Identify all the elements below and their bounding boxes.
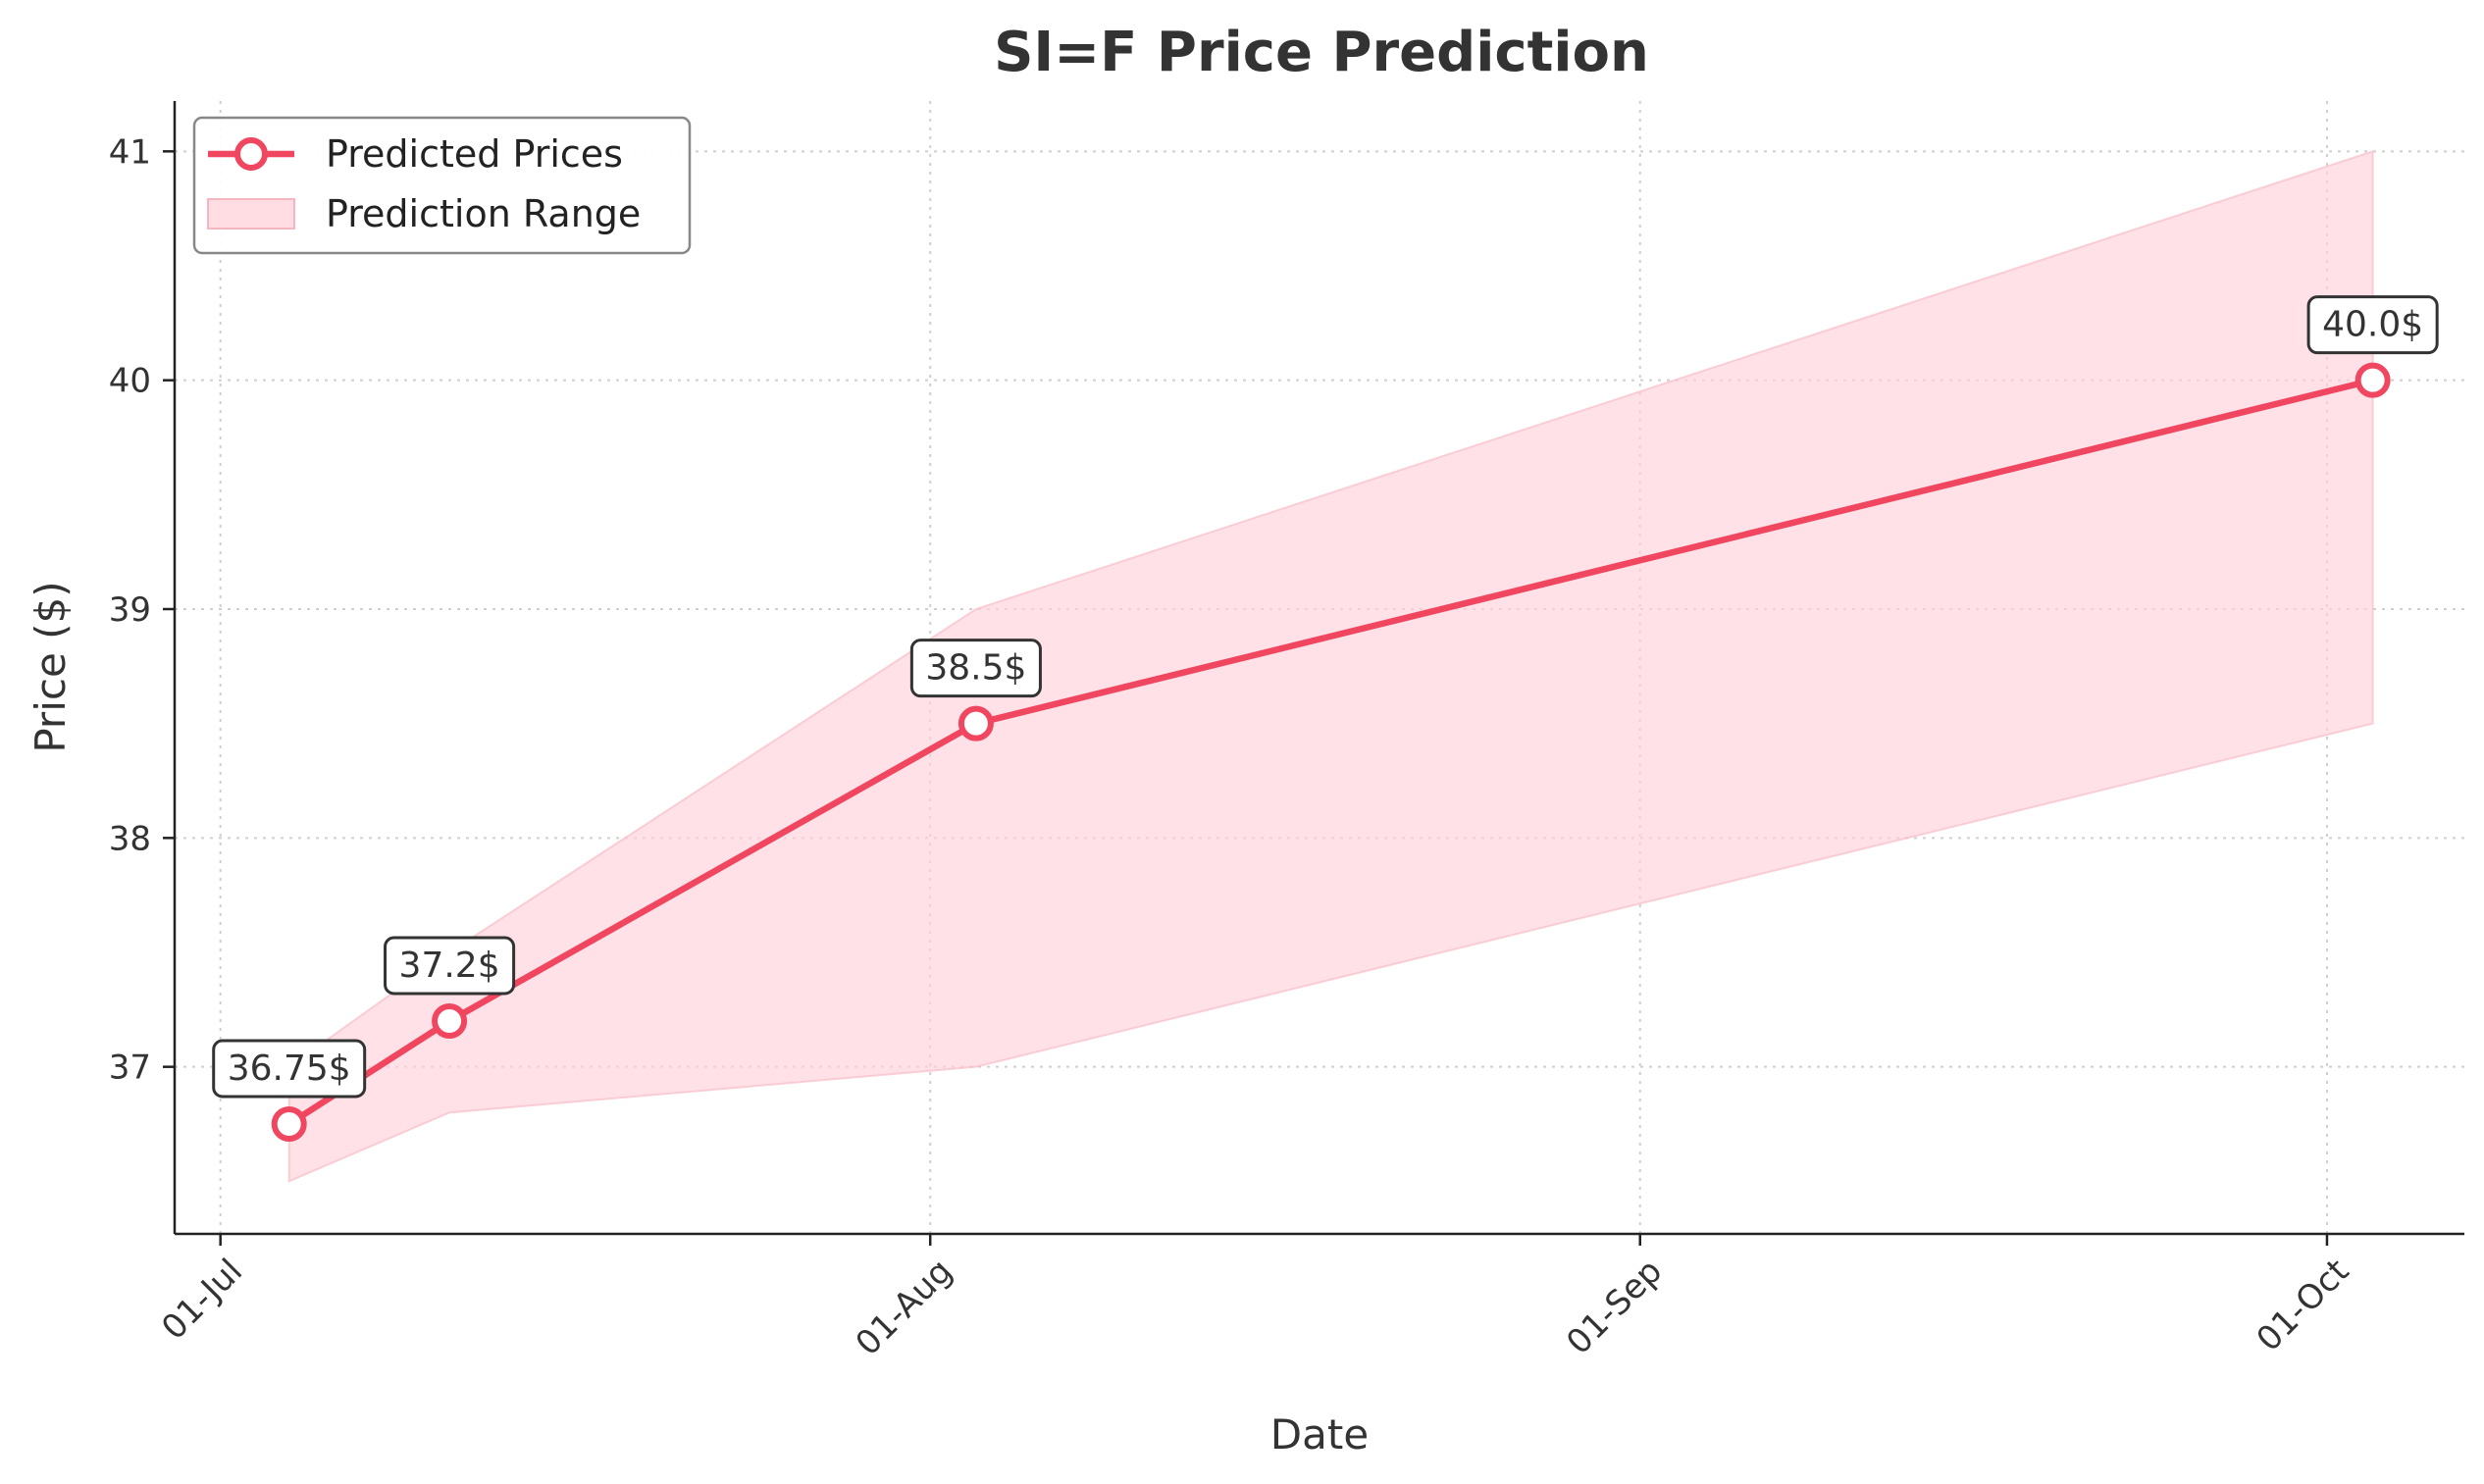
legend: Predicted Prices Prediction Range (192, 116, 692, 255)
chart-title: SI=F Price Prediction (994, 21, 1649, 84)
y-axis-label: Price ($) (26, 581, 75, 752)
data-label-box (2306, 295, 2439, 355)
data-label: 37.2$ (384, 936, 516, 996)
data-label-text: 36.75$ (228, 1049, 351, 1089)
legend-entry-prediction-range: Prediction Range (326, 192, 641, 235)
data-point (957, 705, 994, 742)
legend-frame (192, 116, 692, 255)
data-point (271, 1106, 307, 1142)
axes (173, 101, 2464, 1236)
data-label: 40.0$ (2306, 295, 2439, 355)
x-axis-ticks: 01-Jul 01-Aug 01-Sep 01-Oct (154, 1234, 2356, 1363)
y-tick-label: 40 (109, 362, 151, 401)
x-tick-label: 01-Jul (154, 1252, 250, 1348)
prediction-range-area (287, 149, 2374, 1183)
data-point (2355, 362, 2391, 398)
data-label-box (909, 639, 1042, 698)
y-tick-label: 41 (109, 132, 151, 172)
y-tick-label: 37 (109, 1049, 151, 1088)
data-label-box (384, 936, 516, 996)
legend-range-swatch (207, 198, 295, 230)
data-label: 38.5$ (909, 639, 1042, 698)
x-tick-label: 01-Oct (2250, 1252, 2357, 1359)
x-axis-label: Date (1270, 1410, 1369, 1458)
y-axis-ticks: 37 38 39 40 41 (109, 132, 175, 1088)
legend-entry-predicted-prices: Predicted Prices (326, 132, 623, 176)
data-label: 36.75$ (212, 1039, 367, 1099)
data-label-text: 40.0$ (2322, 305, 2423, 345)
data-points (271, 362, 2391, 1142)
data-labels: 36.75$ 37.2$ 38.5$ 40.0$ (212, 295, 2439, 1099)
data-point (432, 1003, 468, 1039)
data-label-text: 37.2$ (399, 946, 500, 986)
y-tick-label: 39 (109, 590, 151, 630)
predicted-prices-line (285, 377, 2376, 1128)
y-tick-label: 38 (109, 819, 151, 858)
x-tick-label: 01-Aug (849, 1252, 960, 1363)
x-tick-label: 01-Sep (1559, 1252, 1670, 1362)
data-label-box (212, 1039, 367, 1099)
data-label-text: 38.5$ (925, 648, 1026, 689)
legend-marker-swatch (234, 137, 268, 171)
